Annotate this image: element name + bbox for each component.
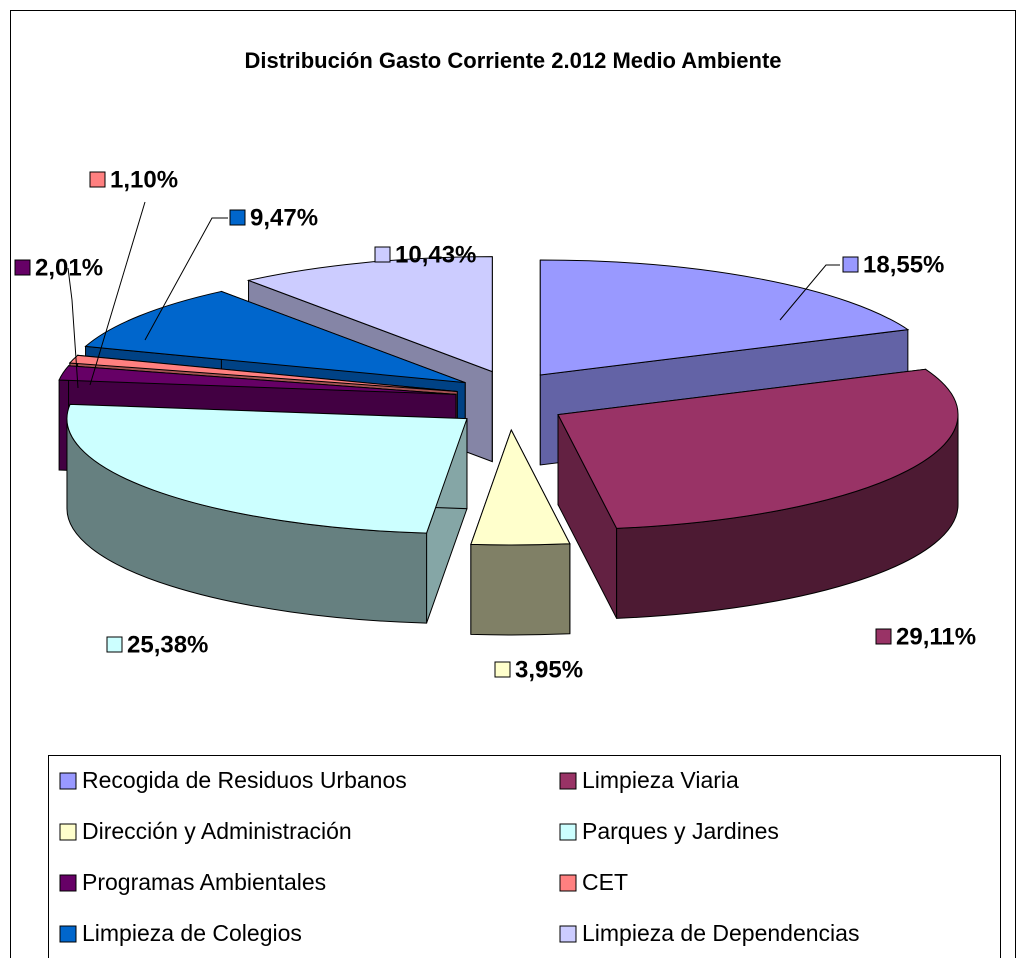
slice <box>68 354 458 393</box>
data-label: 18,55% <box>863 251 944 278</box>
leader-line <box>67 267 79 389</box>
legend-key <box>559 772 577 790</box>
legend-key <box>59 823 77 841</box>
legend-key <box>59 874 77 892</box>
data-label: 9,47% <box>250 204 318 231</box>
legend-key <box>559 925 577 943</box>
slice-wall <box>470 543 571 636</box>
data-label: 2,01% <box>35 254 103 281</box>
data-label: 29,11% <box>896 623 976 650</box>
label-key <box>842 256 859 273</box>
label-key <box>89 171 106 188</box>
slice <box>539 259 910 376</box>
legend-label: Limpieza Viaria <box>582 767 739 793</box>
slice <box>470 428 571 546</box>
data-label: 25,38% <box>127 631 208 658</box>
legend-label: Programas Ambientales <box>82 869 326 895</box>
label-key <box>875 628 892 645</box>
legend-key <box>59 925 77 943</box>
slice <box>246 256 493 373</box>
leader-line <box>779 264 840 321</box>
legend-key <box>59 772 77 790</box>
leader-line <box>144 217 228 341</box>
slice <box>66 403 468 534</box>
legend-label: Dirección y Administración <box>82 818 352 844</box>
data-label: 3,95% <box>515 656 583 683</box>
data-label: 10,43% <box>395 241 476 268</box>
slice <box>58 365 457 395</box>
label-key <box>494 661 511 678</box>
legend-box <box>48 755 1001 963</box>
slice <box>84 290 466 384</box>
legend-label: Limpieza de Colegios <box>82 920 302 946</box>
label-key <box>106 636 123 653</box>
leader-line <box>89 201 146 386</box>
legend-label: Parques y Jardines <box>582 818 779 844</box>
legend-label: Recogida de Residuos Urbanos <box>82 767 407 793</box>
legend-key <box>559 874 577 892</box>
legend-label: CET <box>582 869 628 895</box>
label-key <box>14 259 31 276</box>
legend-key <box>559 823 577 841</box>
label-key <box>229 209 246 226</box>
legend-label: Limpieza de Dependencias <box>582 920 859 946</box>
label-key <box>374 246 391 263</box>
chart-title: Distribución Gasto Corriente 2.012 Medio… <box>244 48 781 73</box>
data-label: 1,10% <box>110 166 178 193</box>
slice <box>557 368 959 529</box>
